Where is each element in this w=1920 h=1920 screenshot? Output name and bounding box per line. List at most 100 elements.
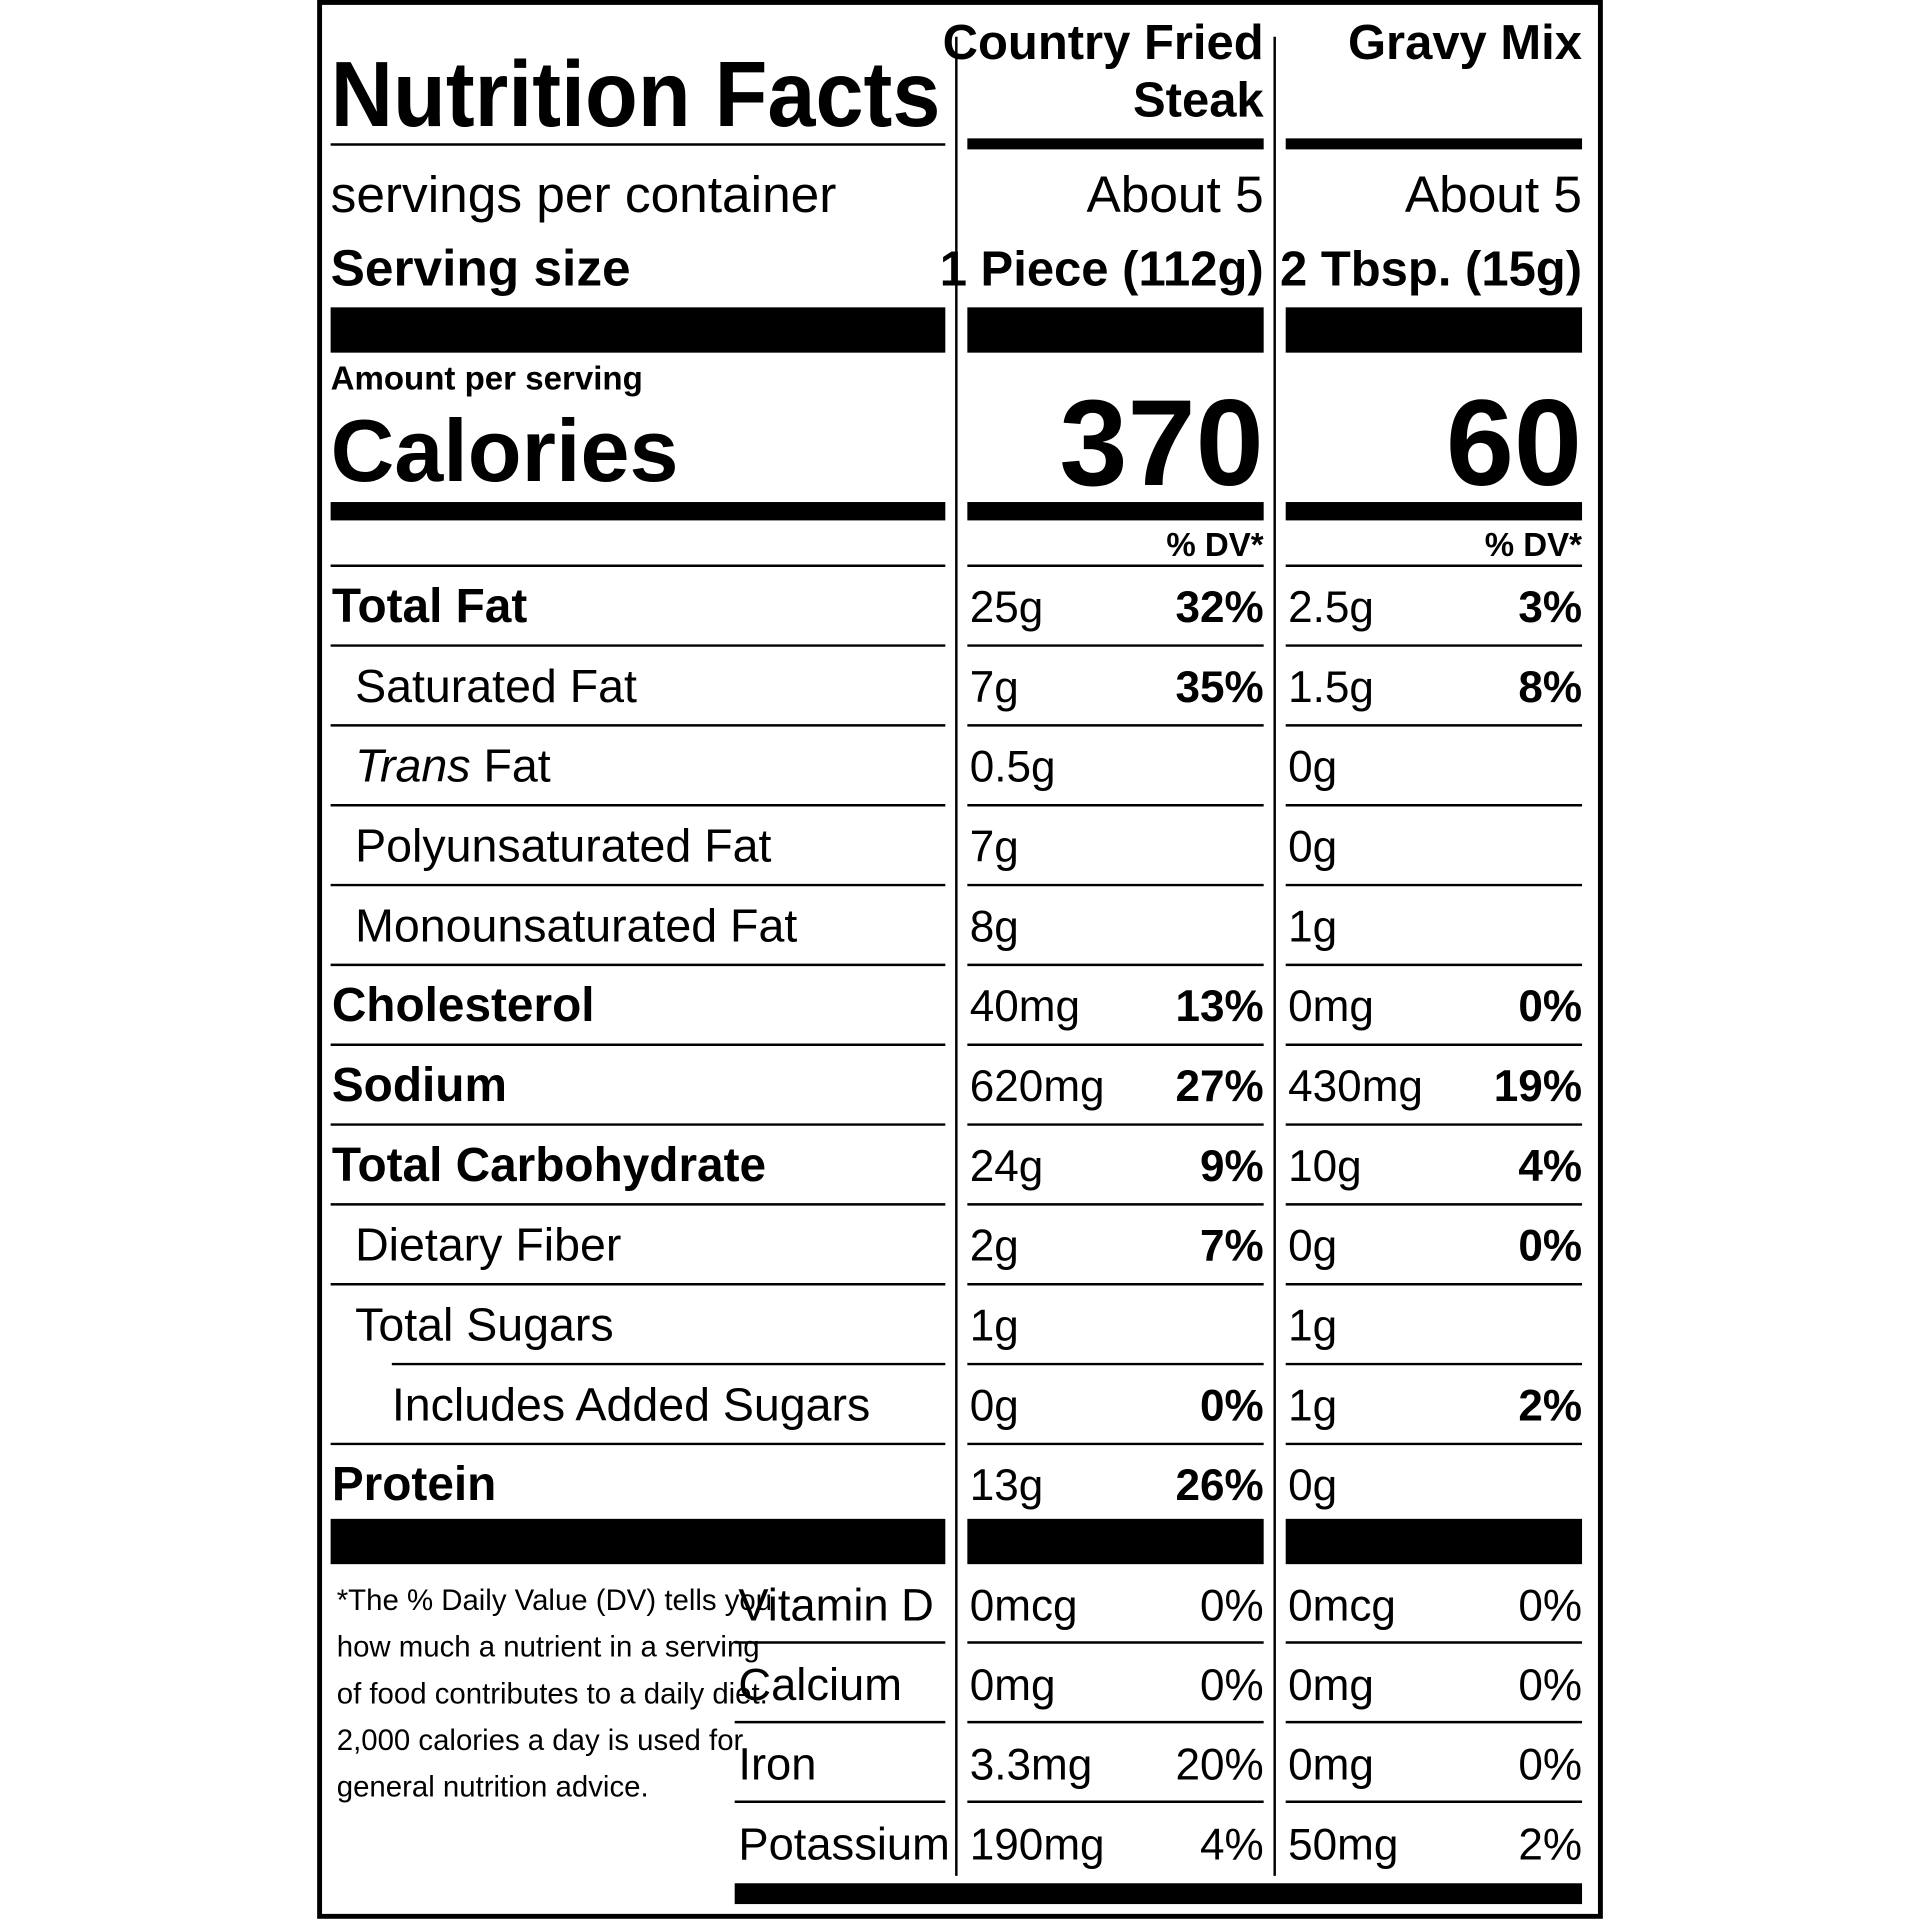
nutrient-label: Dietary Fiber: [355, 1219, 621, 1271]
nutrient-label: Sodium: [332, 1059, 507, 1112]
thick-rule: [1285, 1518, 1583, 1565]
serving-size-value: 2 Tbsp. (15g): [1280, 242, 1582, 296]
column-name: Gravy Mix: [1348, 16, 1582, 70]
vitamin-amount: 50mg: [1288, 1820, 1398, 1869]
nutrient-dv: 0%: [1518, 1222, 1582, 1271]
calories-value: 370: [1059, 374, 1263, 511]
nutrient-amount: 2.5g: [1288, 583, 1374, 632]
serving-size-value: 1 Piece (112g): [940, 242, 1264, 296]
vitamin-label: Vitamin D: [738, 1579, 934, 1630]
nutrient-dv: 26%: [1175, 1461, 1263, 1510]
vitamin-dv: 0%: [1518, 1581, 1582, 1630]
thick-rule: [1285, 502, 1583, 521]
dv-header: % DV*: [1485, 527, 1582, 564]
nutrient-label: Total Sugars: [355, 1299, 614, 1351]
servings-label: servings per container: [331, 165, 837, 223]
vitamin-amount: 0mcg: [970, 1581, 1078, 1630]
thick-rule: [967, 1518, 1264, 1565]
nutrient-amount: 0g: [1288, 823, 1337, 872]
vitamin-amount: 0mg: [970, 1661, 1056, 1710]
nutrient-amount: 2g: [970, 1222, 1019, 1271]
nutrient-label: Protein: [332, 1458, 497, 1511]
label-border: [317, 0, 1603, 1919]
vitamin-label: Calcium: [738, 1659, 902, 1710]
nutrient-label: Saturated Fat: [355, 660, 637, 712]
thick-rule: [330, 307, 946, 353]
vitamin-dv: 0%: [1518, 1741, 1582, 1790]
thick-rule: [967, 502, 1264, 521]
nutrient-amount: 1g: [1288, 1381, 1337, 1430]
vitamin-amount: 0mg: [1288, 1741, 1374, 1790]
nutrient-dv: 32%: [1175, 583, 1263, 632]
nutrient-amount: 1g: [1288, 902, 1337, 951]
footnote-line: 2,000 calories a day is used for: [337, 1724, 744, 1757]
footnote-line: general nutrition advice.: [337, 1770, 649, 1803]
thick-rule: [330, 502, 946, 521]
nutrient-label: Monounsaturated Fat: [355, 899, 797, 951]
title: Nutrition Facts: [331, 42, 941, 146]
nutrient-amount: 1g: [1288, 1302, 1337, 1351]
nutrient-amount: 0g: [1288, 1222, 1337, 1271]
calories-value: 60: [1446, 374, 1582, 511]
nutrient-amount: 40mg: [970, 982, 1080, 1031]
nutrient-amount: 24g: [970, 1142, 1044, 1191]
vitamin-dv: 4%: [1200, 1820, 1264, 1869]
nutrient-label: Trans Fat: [355, 740, 551, 792]
vitamin-dv: 0%: [1518, 1661, 1582, 1710]
thick-rule: [1285, 307, 1583, 353]
nutrient-amount: 13g: [970, 1461, 1044, 1510]
vitamin-dv: 2%: [1518, 1820, 1582, 1869]
servings-value: About 5: [1086, 165, 1263, 223]
vitamin-dv: 0%: [1200, 1581, 1264, 1630]
nutrient-amount: 7g: [970, 663, 1019, 712]
amount-label: Amount per serving: [331, 360, 643, 397]
nutrient-label: Total Carbohydrate: [332, 1139, 766, 1192]
nutrient-amount: 0g: [1288, 743, 1337, 792]
nutrient-dv: 4%: [1518, 1142, 1582, 1191]
nutrient-amount: 8g: [970, 902, 1019, 951]
vitamin-amount: 0mg: [1288, 1661, 1374, 1710]
thick-rule: [1285, 138, 1583, 150]
nutrient-amount: 0mg: [1288, 982, 1374, 1031]
nutrient-dv: 0%: [1200, 1381, 1264, 1430]
footnote-line: how much a nutrient in a serving: [337, 1631, 760, 1664]
nutrient-dv: 7%: [1200, 1222, 1264, 1271]
vitamin-label: Iron: [738, 1739, 816, 1790]
nutrient-amount: 0.5g: [970, 743, 1056, 792]
nutrient-dv: 2%: [1518, 1381, 1582, 1430]
nutrient-label: Cholesterol: [332, 979, 595, 1032]
nutrient-amount: 1.5g: [1288, 663, 1374, 712]
nutrient-label: Includes Added Sugars: [392, 1378, 870, 1430]
column-name: Country Fried: [943, 16, 1264, 70]
nutrient-dv: 0%: [1518, 982, 1582, 1031]
column-name: Steak: [1133, 73, 1264, 127]
thick-rule: [734, 1883, 1583, 1905]
nutrient-dv: 9%: [1200, 1142, 1264, 1191]
dv-header: % DV*: [1166, 527, 1263, 564]
servings-value: About 5: [1405, 165, 1582, 223]
nutrient-amount: 0g: [1288, 1461, 1337, 1510]
nutrient-dv: 27%: [1175, 1062, 1263, 1111]
nutrient-amount: 10g: [1288, 1142, 1362, 1191]
footnote-line: of food contributes to a daily diet.: [337, 1677, 768, 1710]
nutrient-amount: 430mg: [1288, 1062, 1423, 1111]
vitamin-amount: 0mcg: [1288, 1581, 1396, 1630]
nutrient-amount: 7g: [970, 823, 1019, 872]
serving-size-label: Serving size: [331, 238, 631, 296]
nutrient-amount: 0g: [970, 1381, 1019, 1430]
vitamin-label: Potassium: [738, 1818, 949, 1869]
nutrient-dv: 3%: [1518, 583, 1582, 632]
nutrient-amount: 620mg: [970, 1062, 1105, 1111]
nutrient-amount: 25g: [970, 583, 1044, 632]
vitamin-dv: 20%: [1175, 1741, 1263, 1790]
nutrient-dv: 8%: [1518, 663, 1582, 712]
nutrient-label: Total Fat: [332, 580, 528, 633]
vitamin-dv: 0%: [1200, 1661, 1264, 1710]
nutrient-amount: 1g: [970, 1302, 1019, 1351]
nutrient-label: Polyunsaturated Fat: [355, 820, 771, 872]
thick-rule: [967, 307, 1264, 353]
nutrient-dv: 13%: [1175, 982, 1263, 1031]
nutrient-dv: 19%: [1494, 1062, 1582, 1111]
